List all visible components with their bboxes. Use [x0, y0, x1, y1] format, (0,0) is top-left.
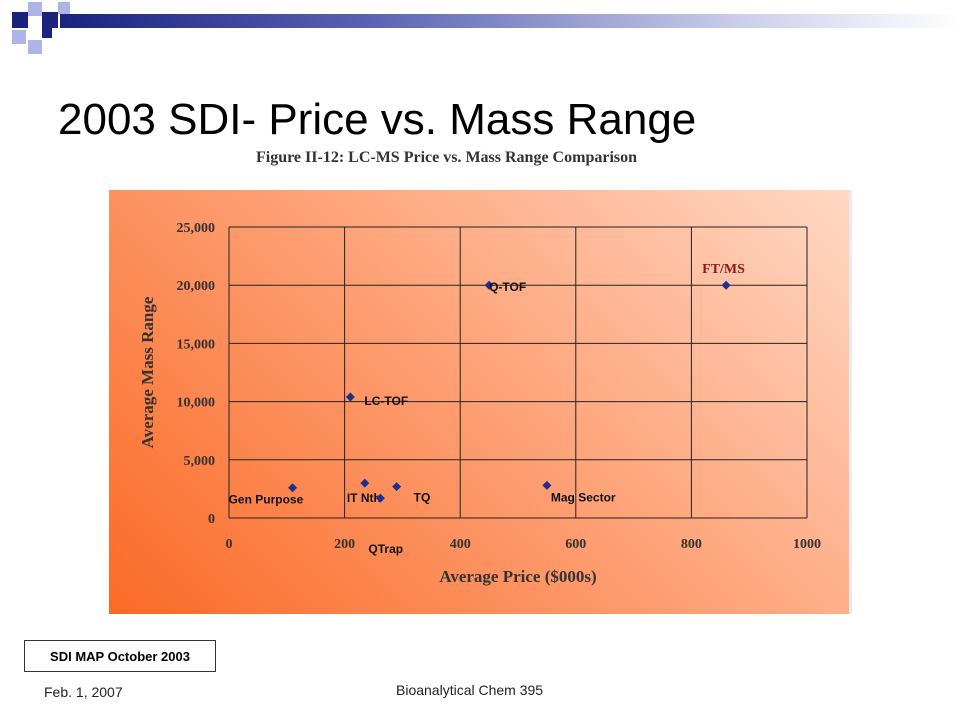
corner-square-navy-3 [42, 28, 52, 38]
footer-course: Bioanalytical Chem 395 [396, 682, 544, 698]
corner-square-navy-2 [42, 12, 58, 28]
y-tick-label: 20,000 [177, 279, 216, 294]
corner-square-navy-1 [12, 12, 28, 28]
x-tick-label: 1000 [793, 537, 821, 552]
figure-title: Figure II-12: LC-MS Price vs. Mass Range… [256, 149, 638, 166]
y-tick-label: 5,000 [184, 454, 216, 469]
corner-square-lavender-3 [28, 40, 42, 54]
x-axis-label: Average Price ($000s) [439, 567, 596, 586]
y-axis-label: Average Mass Range [138, 296, 157, 448]
data-point [484, 280, 494, 290]
data-point [345, 392, 355, 402]
x-tick-label: 200 [334, 537, 355, 552]
x-tick-label: 400 [450, 537, 471, 552]
data-label: LC-TOF [364, 394, 408, 408]
corner-square-lavender-4 [58, 2, 70, 14]
source-badge: SDI MAP October 2003 [24, 640, 216, 672]
header-gradient-bar [60, 14, 960, 28]
footer-date: Feb. 1, 2007 [44, 684, 123, 700]
data-point [375, 493, 385, 503]
data-label: TQ [414, 491, 431, 505]
y-tick-label: 0 [208, 512, 215, 527]
slide-title: 2003 SDI- Price vs. Mass Range [58, 95, 697, 144]
x-tick-label: 600 [565, 537, 586, 552]
data-point [542, 480, 552, 490]
data-label: IT Nth [347, 491, 381, 505]
data-label: FT/MS [702, 262, 745, 277]
data-label: Mag Sector [551, 490, 616, 504]
chart-panel: 0 200 400 600 800 1000 0 5,000 10,000 15,000 20,00… [109, 190, 852, 614]
corner-square-lavender-1 [28, 2, 42, 16]
data-point [721, 280, 731, 290]
data-point [288, 483, 298, 493]
corner-square-lavender-2 [12, 30, 26, 44]
y-tick-label: 25,000 [177, 221, 216, 236]
y-tick-label: 15,000 [177, 337, 216, 352]
data-point [392, 482, 402, 492]
x-tick-label: 800 [681, 537, 702, 552]
data-label: QTrap [368, 542, 403, 556]
data-point [360, 478, 370, 488]
data-label: Q-TOF [489, 280, 526, 294]
scatter-chart: 0 200 400 600 800 1000 0 5,000 10,000 15,000 20,00… [138, 221, 821, 586]
y-tick-label: 10,000 [177, 396, 216, 411]
data-label: Gen Purpose [229, 493, 304, 507]
x-tick-label: 0 [226, 537, 233, 552]
